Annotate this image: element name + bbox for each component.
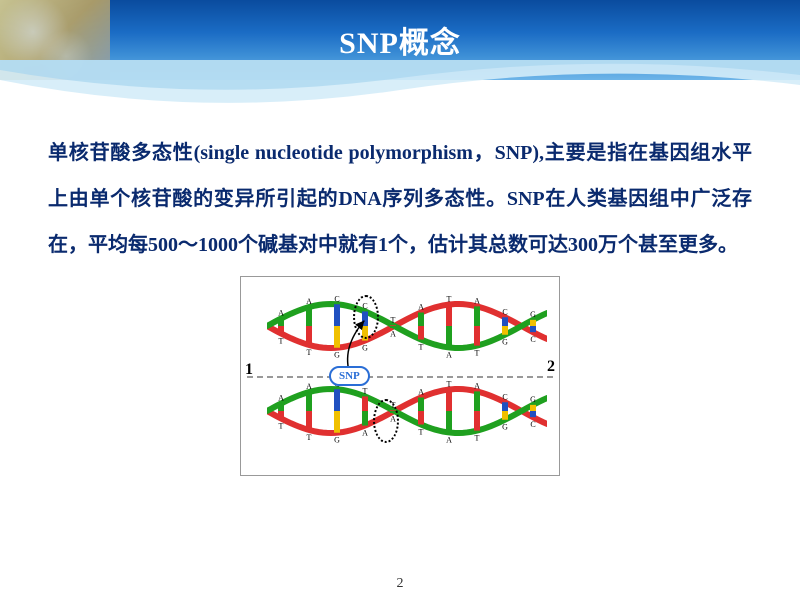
svg-text:A: A xyxy=(278,308,284,317)
svg-text:C: C xyxy=(502,392,507,401)
body-paragraph: 单核苷酸多态性(single nucleotide polymorphism，S… xyxy=(48,130,752,268)
dna-diagram-container: SNP 1 ATATCGCGTAATTAATCGGC 2 ATATCGTATAA… xyxy=(48,276,752,476)
svg-text:T: T xyxy=(307,348,312,357)
dna-helix-1: ATATCGCGTAATTAATCGGC xyxy=(267,291,547,361)
svg-text:C: C xyxy=(530,335,535,344)
svg-text:T: T xyxy=(363,386,368,395)
dna-helix-2: ATATCGTATAATTAATCGGC xyxy=(267,376,547,446)
dna-diagram: SNP 1 ATATCGCGTAATTAATCGGC 2 ATATCGTATAA… xyxy=(240,276,560,476)
svg-text:A: A xyxy=(474,296,480,305)
svg-text:T: T xyxy=(475,348,480,357)
svg-text:G: G xyxy=(502,337,508,346)
snp-label-bubble: SNP xyxy=(329,366,370,386)
svg-text:T: T xyxy=(447,294,452,303)
slide-title: SNP概念 xyxy=(339,18,461,62)
svg-text:G: G xyxy=(362,343,368,352)
svg-text:T: T xyxy=(279,421,284,430)
svg-text:T: T xyxy=(279,336,284,345)
svg-text:G: G xyxy=(530,395,536,404)
svg-text:T: T xyxy=(391,315,396,324)
svg-text:G: G xyxy=(530,310,536,319)
svg-text:C: C xyxy=(334,294,339,303)
svg-text:A: A xyxy=(474,381,480,390)
svg-text:A: A xyxy=(446,435,452,444)
svg-text:A: A xyxy=(362,429,368,438)
svg-text:G: G xyxy=(502,423,508,432)
svg-text:A: A xyxy=(418,388,424,397)
dna-strand-2: 2 ATATCGTATAATTAATCGGC xyxy=(247,376,553,446)
svg-text:T: T xyxy=(475,434,480,443)
page-number: 2 xyxy=(397,576,404,592)
svg-text:A: A xyxy=(418,302,424,311)
slide-content: 单核苷酸多态性(single nucleotide polymorphism，S… xyxy=(0,80,800,476)
svg-text:A: A xyxy=(306,382,312,391)
svg-text:A: A xyxy=(446,350,452,359)
svg-text:C: C xyxy=(530,420,535,429)
svg-text:G: G xyxy=(334,436,340,445)
strand-label-2: 2 xyxy=(547,358,555,376)
svg-text:A: A xyxy=(278,394,284,403)
svg-text:A: A xyxy=(306,297,312,306)
snp-highlight-circle xyxy=(353,295,379,339)
dna-strand-1: 1 ATATCGCGTAATTAATCGGC xyxy=(247,291,553,361)
svg-text:G: G xyxy=(334,350,340,359)
snp-highlight-circle xyxy=(373,399,399,443)
svg-text:T: T xyxy=(419,427,424,436)
svg-text:T: T xyxy=(307,433,312,442)
svg-text:T: T xyxy=(419,342,424,351)
svg-text:A: A xyxy=(390,329,396,338)
svg-text:T: T xyxy=(447,380,452,389)
svg-text:C: C xyxy=(502,307,507,316)
